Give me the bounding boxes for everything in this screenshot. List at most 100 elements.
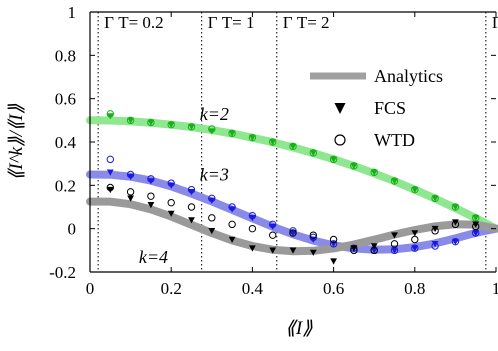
fcs-marker-3-8 [269, 139, 277, 146]
y-axis-label: ⟪I^k⟫/⟪I⟫ [6, 103, 27, 180]
legend-label-2: WTD [374, 130, 415, 150]
curve-label-1: k=3 [200, 165, 229, 185]
curve-label-2: k=4 [139, 247, 168, 267]
wtd-marker-6-4 [187, 185, 196, 194]
wtd-marker-4-5 [208, 125, 216, 133]
fcs-marker-5-16 [431, 241, 439, 248]
x-tick-label-2: 0.4 [242, 279, 264, 298]
curve-label-0: k=2 [200, 104, 229, 124]
wtd-marker-4-8 [269, 138, 277, 146]
wtd-marker-4-9 [289, 142, 297, 151]
y-tick-label-1: 0 [68, 220, 77, 239]
fcs-marker-5-0 [106, 169, 114, 176]
wtd-marker-8-3 [167, 198, 175, 207]
fcs-marker-5-3 [167, 182, 175, 189]
wtd-marker-8-15 [411, 235, 419, 244]
fcs-marker-3-16 [431, 195, 439, 202]
wtd-marker-6-7 [248, 211, 257, 220]
x-tick-label-3: 0.6 [323, 279, 344, 298]
wtd-marker-8-9 [289, 229, 297, 237]
wtd-marker-4-16 [431, 194, 439, 203]
fcs-marker-5-4 [188, 189, 195, 196]
wtd-marker-8-18 [472, 222, 480, 231]
legend-label-1: FCS [374, 98, 406, 118]
fcs-marker-3-3 [167, 121, 175, 129]
fcs-marker-5-9 [289, 230, 297, 237]
vline-label-2: Γ T= 2 [283, 13, 330, 32]
y-tick-label-5: 0.8 [55, 46, 76, 65]
wtd-marker-4-0 [106, 110, 115, 118]
fcs-marker-7-14 [391, 232, 398, 239]
wtd-marker-6-16 [431, 242, 439, 250]
fcs-marker-3-15 [411, 186, 419, 194]
legend-label-0: Analytics [374, 66, 443, 86]
fcs-marker-3-18 [472, 215, 480, 222]
wtd-marker-6-15 [411, 244, 419, 252]
wtd-marker-4-13 [370, 168, 378, 177]
fcs-marker-7-7 [249, 245, 256, 252]
wtd-marker-4-3 [167, 120, 175, 129]
fcs-marker-5-2 [147, 178, 155, 185]
wtd-marker-8-2 [147, 192, 155, 200]
wtd-marker-8-1 [126, 188, 135, 196]
y-tick-label-6: 1 [68, 3, 77, 22]
legend-swatch-wtd [334, 134, 346, 146]
fcs-marker-5-8 [269, 223, 277, 230]
wtd-marker-6-8 [269, 220, 277, 229]
fcs-marker-3-9 [289, 143, 297, 150]
wtd-marker-8-17 [451, 220, 460, 229]
y-tick-label-3: 0.4 [55, 133, 77, 152]
wtd-marker-4-18 [472, 214, 480, 222]
x-tick-label-1: 0.2 [161, 279, 182, 298]
fcs-marker-7-18 [472, 221, 480, 228]
wtd-marker-4-6 [228, 129, 236, 138]
wtd-marker-6-0 [106, 155, 115, 164]
fcs-marker-5-6 [228, 206, 236, 213]
fcs-marker-7-11 [330, 258, 337, 265]
wtd-marker-6-3 [167, 179, 175, 187]
vline-label-1: Γ T= 1 [208, 13, 255, 32]
wtd-marker-6-17 [451, 237, 460, 246]
fcs-marker-7-5 [208, 228, 216, 235]
fcs-marker-7-0 [106, 186, 114, 194]
wtd-marker-4-10 [309, 149, 317, 157]
wtd-marker-8-8 [269, 231, 277, 239]
wtd-marker-4-11 [329, 155, 338, 164]
wtd-marker-6-11 [329, 240, 338, 248]
wtd-marker-4-17 [451, 203, 460, 211]
fcs-marker-3-13 [370, 169, 378, 176]
vline-label-0: Γ T= 0.2 [104, 13, 164, 32]
wtd-marker-8-6 [228, 220, 236, 229]
wtd-marker-8-14 [390, 240, 399, 248]
wtd-marker-4-7 [248, 133, 257, 142]
wtd-marker-8-0 [106, 183, 115, 192]
wtd-marker-6-1 [126, 170, 135, 179]
fcs-marker-3-5 [208, 128, 216, 135]
x-axis-label: ⟪I⟫ [285, 318, 313, 339]
fcs-marker-7-17 [452, 219, 459, 226]
fcs-marker-7-12 [350, 245, 358, 252]
wtd-marker-6-10 [309, 233, 317, 242]
fcs-marker-3-17 [452, 204, 459, 211]
fcs-marker-7-15 [411, 230, 419, 237]
wtd-marker-8-4 [187, 203, 196, 211]
fcs-marker-3-14 [391, 178, 398, 185]
wtd-marker-6-6 [228, 203, 236, 211]
fcs-marker-5-13 [370, 247, 378, 254]
wtd-marker-8-5 [208, 214, 216, 222]
fcs-marker-5-1 [127, 173, 134, 181]
legend-swatch-fcs [334, 103, 346, 114]
wtd-marker-8-7 [248, 224, 257, 233]
fcs-marker-5-17 [452, 238, 459, 246]
fcs-marker-7-3 [167, 210, 175, 217]
fcs-marker-7-16 [431, 225, 439, 233]
fcs-marker-3-12 [350, 163, 358, 170]
fcs-marker-5-14 [391, 247, 398, 254]
wtd-marker-6-9 [289, 227, 297, 235]
fcs-marker-7-6 [228, 236, 236, 243]
wtd-marker-4-4 [187, 123, 196, 131]
y-tick-label-2: 0.2 [55, 176, 76, 195]
vline-label-3: Γ T= 10 [492, 13, 498, 32]
